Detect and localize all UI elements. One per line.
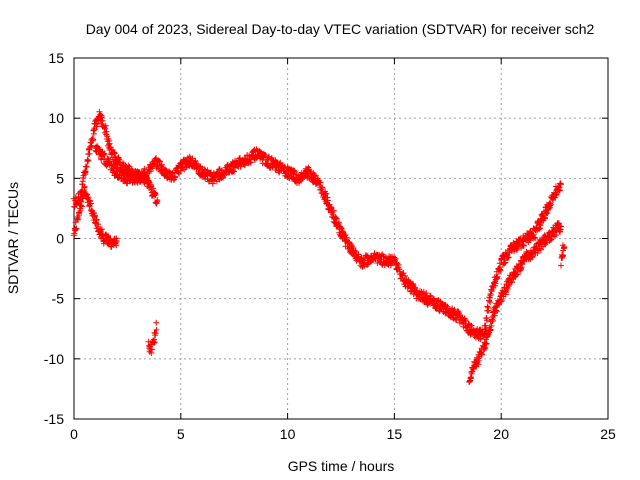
data-marker (70, 183, 120, 250)
data-marker (483, 180, 564, 324)
data-marker (70, 108, 490, 343)
y-tick-label: 0 (56, 231, 64, 247)
x-tick-label: 20 (493, 426, 509, 442)
y-tick-label: 5 (56, 170, 64, 186)
series-track-b (70, 183, 120, 250)
y-axis-label: SDTVAR / TECUs (5, 182, 21, 294)
series-track-d (145, 319, 160, 356)
data-marker (145, 319, 160, 356)
x-tick-label: 15 (387, 426, 403, 442)
x-axis-label: GPS time / hours (288, 458, 395, 474)
series-track-f (483, 180, 564, 324)
x-tick-label: 10 (280, 426, 296, 442)
chart-title: Day 004 of 2023, Sidereal Day-to-day VTE… (86, 21, 595, 37)
series-track-c (92, 143, 161, 207)
series-track-e (466, 220, 564, 385)
x-tick-label: 0 (70, 426, 78, 442)
data-marker (558, 242, 568, 269)
series-track-g (558, 242, 568, 269)
data-points (70, 108, 568, 385)
series-track-a (70, 108, 490, 343)
x-tick-label: 5 (177, 426, 185, 442)
y-tick-label: -15 (44, 411, 64, 427)
x-tick-label: 25 (600, 426, 616, 442)
y-tick-label: 15 (48, 50, 64, 66)
y-tick-label: 10 (48, 110, 64, 126)
data-marker (466, 220, 564, 385)
ticks: 0 5 10 15 20 25 -15 -10 -5 0 5 10 15 (44, 50, 616, 442)
data-marker (92, 143, 161, 207)
y-tick-label: -5 (52, 291, 65, 307)
y-tick-label: -10 (44, 351, 64, 367)
